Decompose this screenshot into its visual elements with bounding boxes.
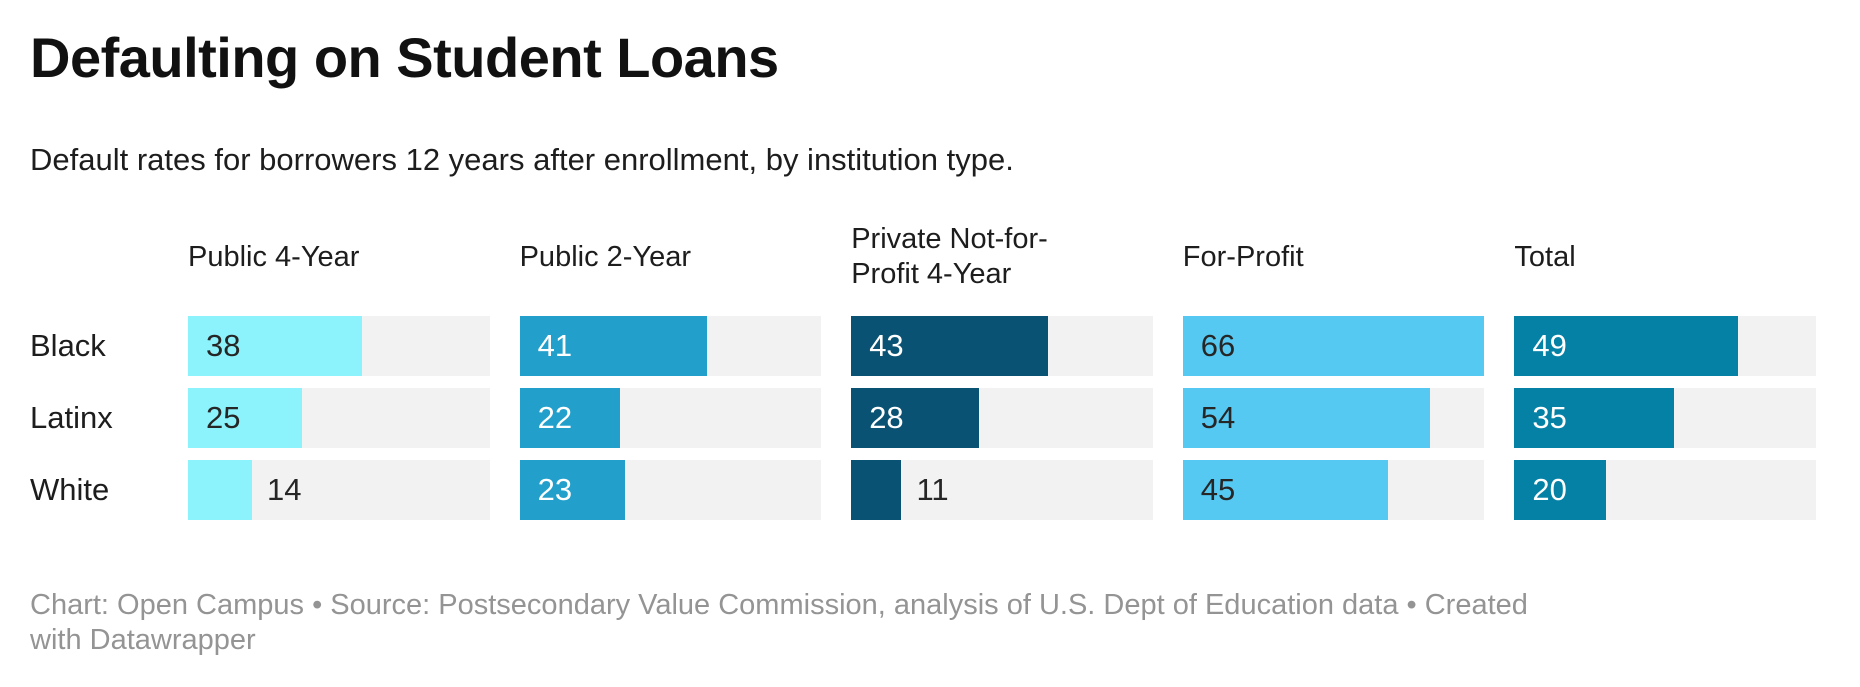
column-header-label: Public 2-Year [519,240,692,273]
bar-for-profit-latinx: 54 [1182,388,1430,448]
bar-value-label: 23 [537,472,573,507]
chart-title: Defaulting on Student Loans [30,26,779,89]
bar-track-public-2-year-white: 23 [519,460,822,520]
bar-value-label: 54 [1200,400,1236,435]
chart-subtitle: Default rates for borrowers 12 years aft… [30,142,1014,177]
bar-track-public-4-year-black: 38 [188,316,490,376]
bar-public-4-year-black: 38 [188,316,362,376]
bar-private-not-for-profit-4-year-black: 43 [851,316,1048,376]
bar-track-public-2-year-latinx: 22 [519,388,822,448]
bar-value-label: 38 [206,328,241,363]
column-header-label: Public 4-Year [188,240,360,273]
bar-public-4-year-white [188,460,252,520]
column-header-private-not-for-profit-4-year: Private Not-for-Profit 4-Year [851,221,1153,293]
column-header-label: For-Profit [1182,240,1304,273]
bar-value-label: 41 [537,328,573,363]
column-header-public-2-year: Public 2-Year [520,221,822,293]
row-label-white: White [30,472,110,507]
bar-for-profit-black: 66 [1182,316,1485,376]
bar-value-label: 35 [1532,400,1567,435]
column-headers-row: Public 4-Year Public 2-Year Private Not-fo… [30,221,1816,293]
bar-track-private-not-for-profit-4-year-black: 43 [851,316,1153,376]
column-header-label: Private Not-for-Profit 4-Year [851,223,1048,290]
bar-total-black: 49 [1514,316,1739,376]
row-label-black: Black [30,328,106,363]
column-header-total: Total [1514,221,1816,293]
bar-track-public-4-year-latinx: 25 [188,388,490,448]
bar-value-label: 22 [537,400,573,435]
bars-grid: Black 38 41 43 66 49 Latinx 25 22 28 54 35 White 14 23… [30,316,1816,520]
chart-container: Defaulting on Student Loans Default rate… [30,26,1816,656]
bar-value-label: 20 [1532,472,1567,507]
bar-track-private-not-for-profit-4-year-latinx: 28 [851,388,1153,448]
bar-value-label: 49 [1532,328,1567,363]
bar-track-total-latinx: 35 [1514,388,1816,448]
column-header-label: Total [1514,240,1576,273]
bar-track-total-black: 49 [1514,316,1816,376]
bar-value-label: 28 [869,400,904,435]
bar-value-label: 14 [266,472,302,507]
bar-track-total-white: 20 [1514,460,1816,520]
chart-footer-attribution: Chart: Open Campus • Source: Postseconda… [30,589,1528,656]
bar-value-label: 66 [1200,328,1236,363]
bar-value-label: 25 [206,400,241,435]
bar-track-for-profit-white: 45 [1182,460,1485,520]
bar-public-2-year-white: 23 [519,460,625,520]
row-label-latinx: Latinx [30,400,113,435]
bar-total-latinx: 35 [1514,388,1675,448]
column-header-public-4-year: Public 4-Year [188,221,490,293]
column-header-for-profit: For-Profit [1183,221,1485,293]
header-spacer [30,221,158,293]
bar-value-label: 45 [1200,472,1236,507]
bar-track-public-2-year-black: 41 [519,316,822,376]
bar-track-for-profit-latinx: 54 [1182,388,1485,448]
bar-track-for-profit-black: 66 [1182,316,1485,376]
bar-public-2-year-latinx: 22 [519,388,621,448]
bar-private-not-for-profit-4-year-white [851,460,902,520]
bar-track-private-not-for-profit-4-year-white: 11 [851,460,1153,520]
bar-value-label: 11 [916,472,949,507]
bar-for-profit-white: 45 [1182,460,1389,520]
bar-track-public-4-year-white: 14 [188,460,490,520]
bar-public-4-year-latinx: 25 [188,388,303,448]
bar-public-2-year-black: 41 [519,316,707,376]
bar-private-not-for-profit-4-year-latinx: 28 [851,388,980,448]
bar-total-white: 20 [1514,460,1606,520]
bar-value-label: 43 [869,328,904,363]
